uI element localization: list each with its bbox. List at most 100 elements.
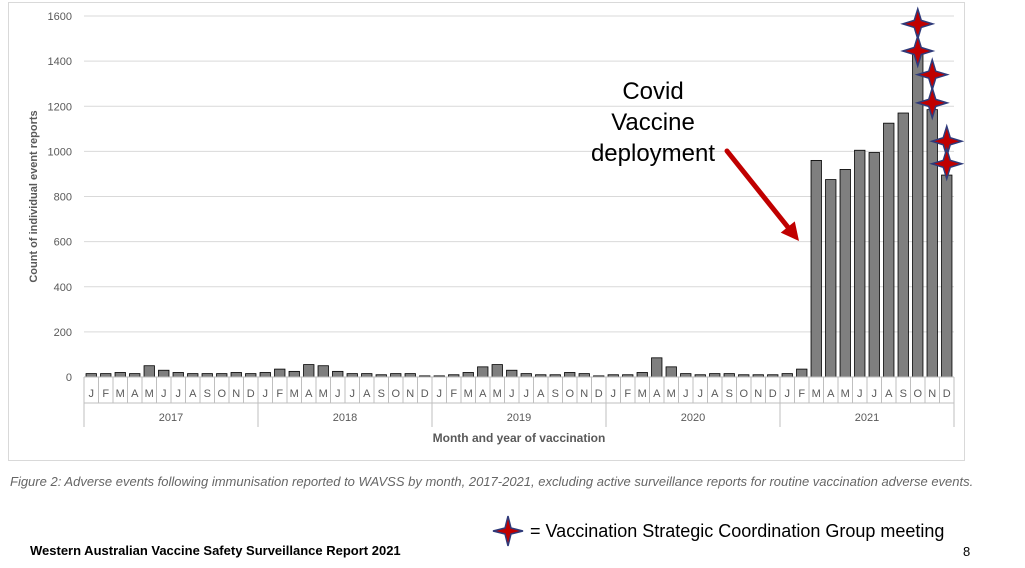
month-label-15: A [305,388,313,400]
report-title: Western Australian Vaccine Safety Survei… [30,543,401,558]
month-label-6: J [176,388,182,400]
month-label-34: N [580,388,588,400]
month-label-52: M [841,388,850,400]
bar-39 [651,357,663,378]
marker-legend: = Vaccination Strategic Coordination Gro… [492,515,944,547]
year-label-2017: 2017 [159,412,183,424]
month-label-44: S [726,388,733,400]
month-label-53: J [857,388,863,400]
bar-18 [346,373,358,378]
bar-7 [187,373,199,378]
month-label-59: D [943,388,951,400]
month-label-0: J [89,388,95,400]
month-label-22: N [406,388,414,400]
month-label-39: A [653,388,661,400]
bar-28 [491,364,503,378]
bar-56 [897,112,909,378]
month-label-7: A [189,388,197,400]
year-label-2019: 2019 [507,412,531,424]
annotation-line-3: deployment [590,140,716,167]
legend-text: = Vaccination Strategic Coordination Gro… [530,520,945,541]
month-label-50: M [812,388,821,400]
bar-30 [520,373,532,378]
month-label-19: A [363,388,371,400]
bar-44 [723,373,735,378]
meeting-marker-5 [929,146,964,182]
month-label-13: F [276,388,283,400]
bar-8 [201,373,213,378]
y-tick-label-600: 600 [54,237,72,249]
month-label-20: S [378,388,385,400]
bar-12 [259,372,271,378]
bar-3 [129,373,141,378]
bar-6 [172,372,184,378]
bar-48 [781,373,793,378]
meeting-marker-1 [900,33,936,69]
y-axis-title: Count of individual event reports [28,110,40,282]
month-label-24: J [437,388,443,400]
month-label-21: O [391,388,400,400]
bar-17 [332,370,344,378]
month-label-54: J [872,388,878,400]
month-label-28: M [493,388,502,400]
month-label-9: O [217,388,226,400]
month-label-32: S [552,388,559,400]
month-label-1: F [102,388,109,400]
bar-58 [926,109,938,378]
month-label-36: J [611,388,617,400]
bar-2 [114,372,126,378]
month-label-12: J [263,388,269,400]
bar-57 [912,50,924,378]
bar-13 [274,368,286,378]
bar-40 [665,366,677,378]
bar-41 [680,373,692,378]
month-label-17: J [335,388,341,400]
month-label-14: M [290,388,299,400]
bar-51 [825,179,837,378]
chart-frame: 0 200 400 600 800 1000 1200 1400 1600 Count of in… [8,2,965,461]
month-label-18: J [350,388,356,400]
bar-21 [390,373,402,378]
bar-34 [578,373,590,378]
bar-29 [506,369,518,378]
month-label-29: J [509,388,515,400]
bar-0 [85,373,97,378]
month-label-35: D [595,388,603,400]
bar-59 [941,174,953,378]
month-label-30: J [524,388,530,400]
bar-11 [245,373,257,378]
bar-27 [477,366,489,378]
bar-38 [636,372,648,378]
annotation-arrow-shaft [724,148,794,234]
year-label-2018: 2018 [333,412,357,424]
month-label-58: N [928,388,936,400]
bar-10 [230,372,242,378]
month-label-47: D [769,388,777,400]
month-label-10: N [232,388,240,400]
month-label-49: F [798,388,805,400]
month-label-2: M [116,388,125,400]
bar-26 [462,372,474,378]
month-label-43: A [711,388,719,400]
y-tick-label-400: 400 [54,282,72,294]
covid-vaccine-deployment-annotation: Covid Vaccine deployment [578,76,728,169]
bar-55 [883,122,895,378]
month-label-3: A [131,388,139,400]
annotation-line-1: Covid [622,78,684,105]
month-label-42: J [698,388,704,400]
bar-50 [810,159,822,378]
bar-52 [839,169,851,378]
month-label-48: J [785,388,791,400]
month-label-56: S [900,388,907,400]
y-tick-label-1600: 1600 [48,11,72,23]
bar-1 [100,373,112,378]
bar-4 [143,365,155,378]
month-label-23: D [421,388,429,400]
bar-16 [317,365,329,378]
year-label-2020: 2020 [681,412,705,424]
annotation-line-2: Vaccine [611,109,695,136]
month-label-45: O [739,388,748,400]
y-tick-label-1400: 1400 [48,56,72,68]
bar-9 [216,373,228,378]
month-label-51: A [827,388,835,400]
